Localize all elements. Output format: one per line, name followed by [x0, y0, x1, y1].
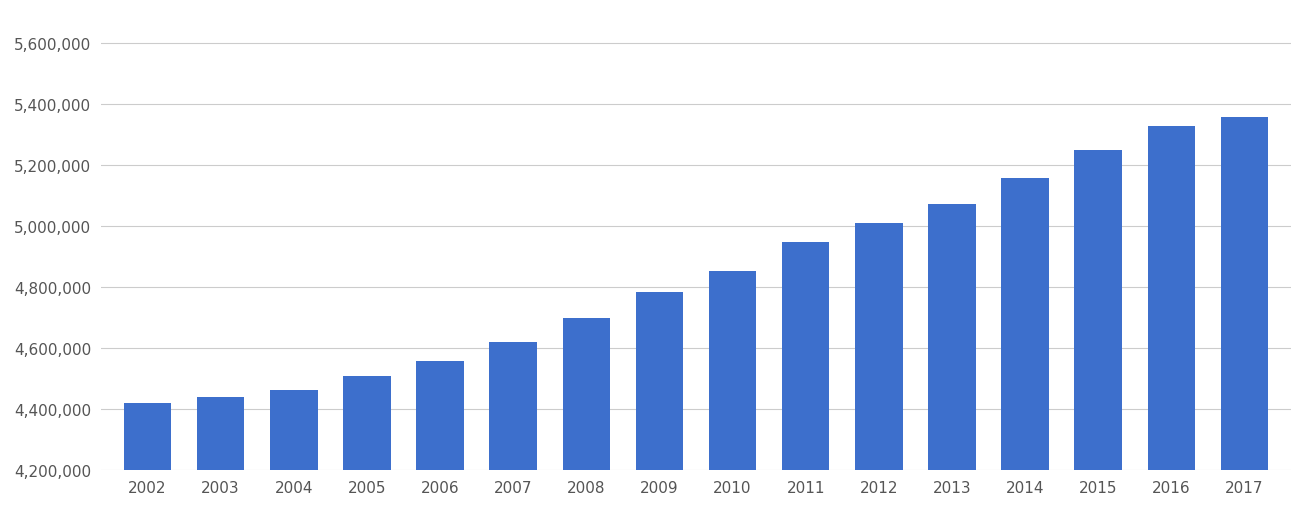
Bar — [1147, 127, 1195, 509]
Bar — [928, 204, 976, 509]
Bar — [636, 292, 684, 509]
Bar — [270, 390, 317, 509]
Bar — [855, 224, 903, 509]
Bar — [416, 361, 463, 509]
Bar — [562, 318, 609, 509]
Bar — [124, 404, 171, 509]
Bar — [1220, 118, 1268, 509]
Bar — [1074, 151, 1122, 509]
Bar — [197, 398, 244, 509]
Bar — [709, 271, 757, 509]
Bar — [343, 376, 390, 509]
Bar — [489, 343, 536, 509]
Bar — [782, 242, 830, 509]
Bar — [1001, 178, 1049, 509]
